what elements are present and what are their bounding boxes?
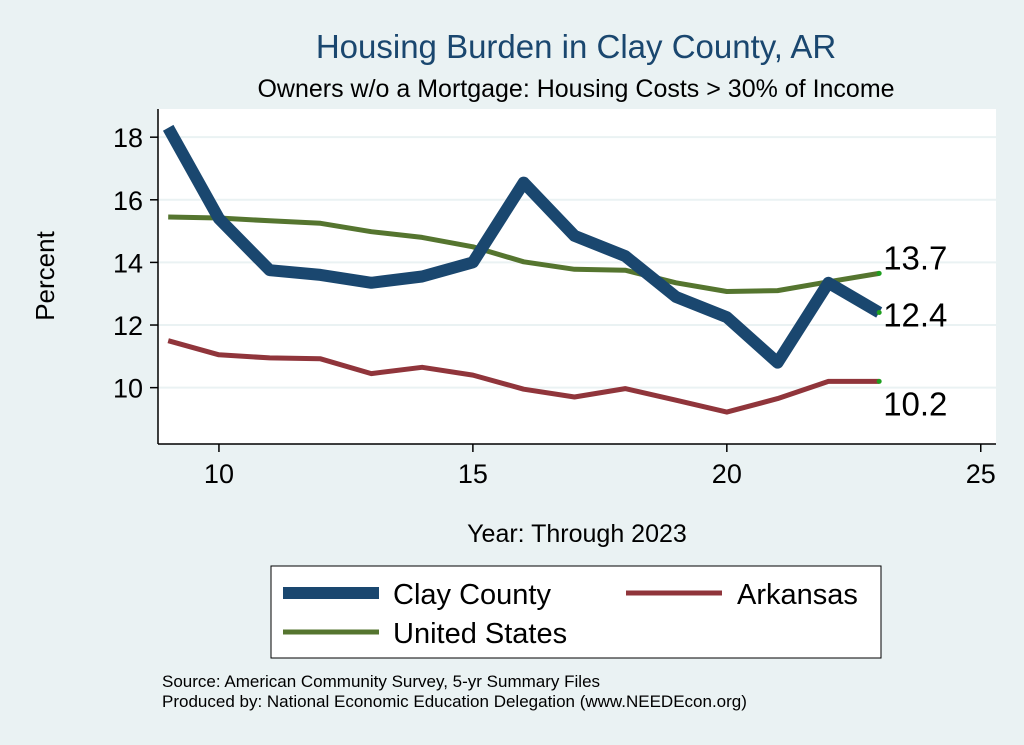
legend: Clay County Arkansas United States bbox=[270, 565, 882, 659]
series-line-united-states bbox=[168, 214, 880, 294]
y-tick-label-16: 16 bbox=[113, 186, 143, 216]
producer-note: Produced by: National Economic Education… bbox=[162, 692, 747, 711]
series-lines bbox=[162, 124, 883, 415]
x-axis-ticks: 10 15 20 25 bbox=[204, 444, 996, 489]
end-label-clay-county: 12.4 bbox=[883, 297, 947, 334]
gridlines bbox=[158, 136, 996, 389]
legend-label-clay-county: Clay County bbox=[393, 579, 551, 611]
y-tick-label-14: 14 bbox=[113, 248, 143, 278]
x-tick-label-15: 15 bbox=[458, 459, 488, 489]
chart-title: Housing Burden in Clay County, AR bbox=[316, 28, 836, 65]
legend-label-united-states: United States bbox=[393, 618, 567, 650]
y-tick-label-18: 18 bbox=[113, 123, 143, 153]
x-axis-label: Year: Through 2023 bbox=[467, 520, 687, 548]
end-label-arkansas: 10.2 bbox=[883, 385, 947, 422]
y-tick-label-10: 10 bbox=[113, 374, 143, 404]
end-point-united-states bbox=[876, 270, 882, 276]
end-point-arkansas bbox=[876, 378, 882, 384]
legend-label-arkansas: Arkansas bbox=[737, 579, 858, 611]
series-line-arkansas bbox=[167, 338, 880, 415]
chart-subtitle: Owners w/o a Mortgage: Housing Costs > 3… bbox=[257, 75, 894, 103]
source-note: Source: American Community Survey, 5-yr … bbox=[162, 672, 600, 691]
y-axis-ticks: 10 12 14 16 18 bbox=[113, 123, 158, 404]
end-point-clay-county bbox=[876, 310, 882, 316]
x-tick-label-25: 25 bbox=[966, 459, 996, 489]
legend-box bbox=[270, 565, 882, 659]
y-tick-label-12: 12 bbox=[113, 311, 143, 341]
x-tick-label-10: 10 bbox=[204, 459, 234, 489]
x-tick-label-20: 20 bbox=[712, 459, 742, 489]
series-line-clay-county bbox=[162, 124, 883, 369]
end-label-united-states: 13.7 bbox=[883, 239, 947, 276]
y-axis-label: Percent bbox=[30, 230, 60, 320]
end-value-labels: 12.4 10.2 13.7 bbox=[876, 239, 947, 422]
